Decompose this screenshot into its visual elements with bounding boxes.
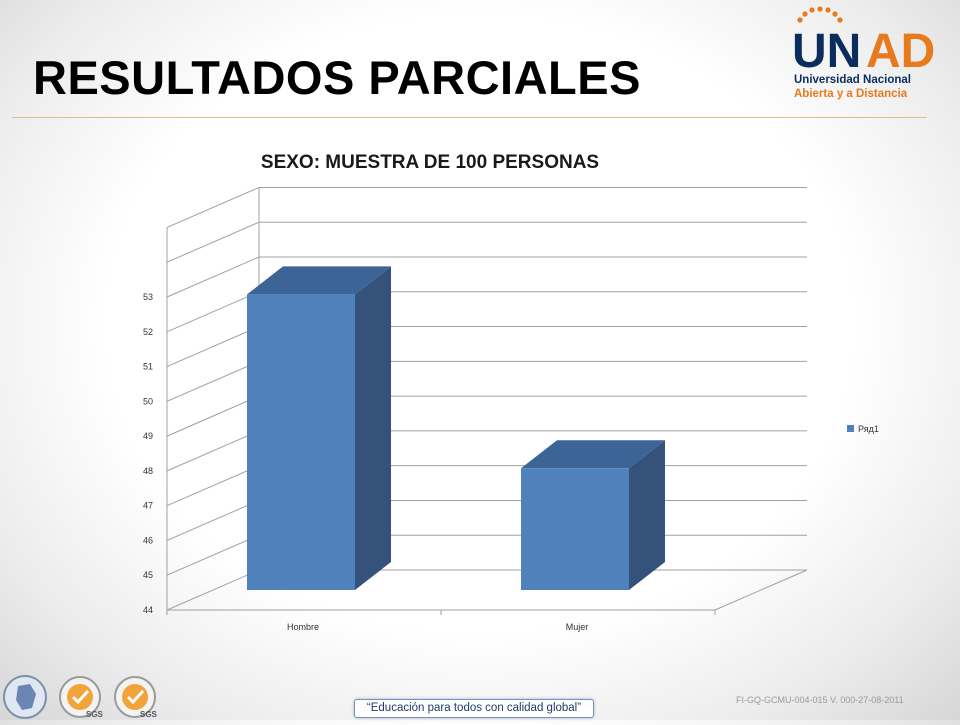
colombia-seal-icon [2, 674, 48, 720]
cert-label: SGS [86, 710, 103, 719]
side-gridline [166, 256, 260, 298]
y-tick-label: 53 [143, 292, 153, 302]
unad-logo-icon: UN AD [792, 6, 935, 76]
side-gridline [166, 499, 260, 541]
side-gridline [166, 360, 260, 402]
side-gridline [166, 395, 260, 437]
side-gridline [166, 430, 260, 472]
legend-label: Ряд1 [858, 424, 879, 434]
y-tick-label: 44 [143, 605, 153, 615]
document-code: FI-GQ-GCMU-004-015 V. 000-27-08-2011 [736, 695, 904, 705]
y-tick-label: 51 [143, 362, 153, 372]
y-tick-label: 46 [143, 535, 153, 545]
side-gridline [166, 465, 260, 507]
svg-text:UN: UN [792, 25, 861, 76]
chart-title: SEXO: MUESTRA DE 100 PERSONAS [260, 152, 600, 173]
bar-top [521, 440, 665, 469]
y-tick-label: 49 [143, 431, 153, 441]
side-gridline [166, 291, 260, 333]
bar-side [355, 266, 391, 590]
floor-edge [714, 569, 808, 611]
slide-title: RESULTADOS PARCIALES [33, 51, 641, 104]
certification-seal-icon [57, 674, 103, 720]
certification-seal-icon [112, 674, 158, 720]
x-tick-label: Hombre [287, 622, 319, 632]
title-divider [12, 117, 927, 118]
side-gridline [166, 326, 260, 368]
y-tick-label: 47 [143, 501, 153, 511]
side-gridline [166, 186, 260, 228]
side-gridline [166, 569, 260, 611]
x-tick-label: Mujer [566, 622, 589, 632]
legend-swatch [847, 425, 854, 432]
unad-logo: UN AD Universidad Nacional Abierta y a D… [786, 4, 936, 106]
side-gridline [166, 221, 260, 263]
svg-text:AD: AD [866, 25, 935, 76]
logo-university-subtitle: Abierta y a Distancia [794, 88, 908, 100]
side-gridline [166, 534, 260, 576]
logo-university-name: Universidad Nacional [794, 74, 911, 86]
y-tick-label: 50 [143, 396, 153, 406]
bar-side [629, 440, 665, 590]
bar [247, 294, 355, 590]
bar [521, 468, 629, 590]
cert-label: SGS [140, 710, 157, 719]
y-tick-label: 45 [143, 570, 153, 580]
footer-motto: “Educación para todos con calidad global… [354, 699, 594, 718]
y-tick-label: 52 [143, 327, 153, 337]
bar-top [247, 266, 391, 295]
y-tick-label: 48 [143, 466, 153, 476]
